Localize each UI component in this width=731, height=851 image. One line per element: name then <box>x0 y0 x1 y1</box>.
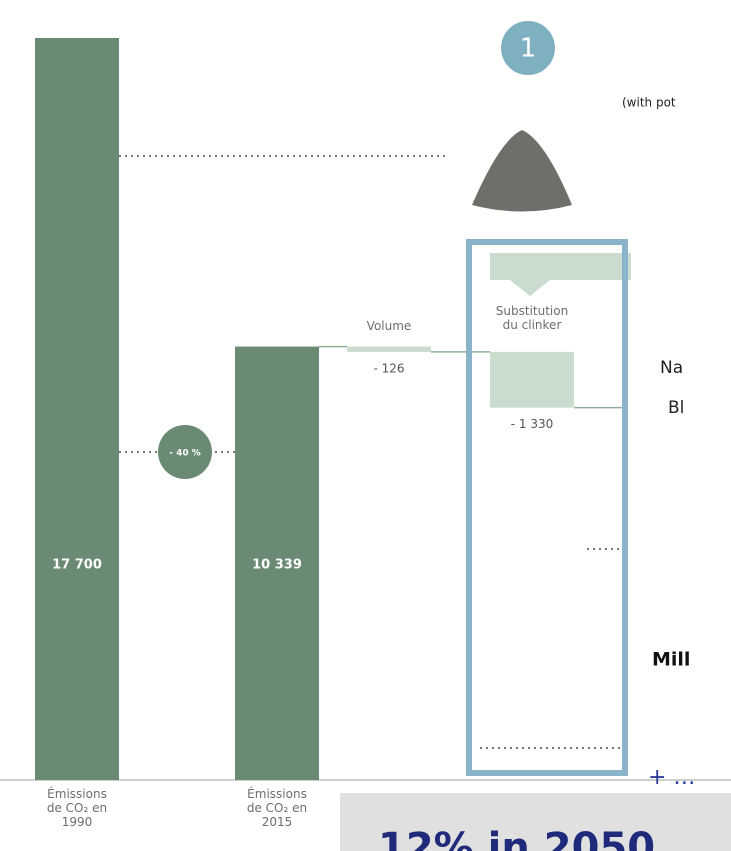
partial-bar <box>490 253 631 280</box>
value-label: - 126 <box>373 361 404 375</box>
step-badge-label: 1 <box>520 34 537 64</box>
bar <box>347 346 431 352</box>
category-label: Émissions de CO₂ en 2015 <box>246 787 308 829</box>
change-label: - 40 % <box>169 449 201 459</box>
side-text: Mill <box>652 649 690 671</box>
side-text: Na <box>660 358 683 378</box>
footer: 12% in 2050 <box>378 825 655 851</box>
bar <box>235 346 319 780</box>
change-badge <box>158 425 212 479</box>
step-badge <box>501 21 555 75</box>
category-label: Émissions de CO₂ en 1990 <box>46 787 108 829</box>
side-text: + … <box>648 765 695 790</box>
value-label: - 1 330 <box>511 417 554 431</box>
value-label: 17 700 <box>52 558 102 573</box>
highlight-frame <box>466 239 628 776</box>
category-label: Volume <box>366 318 412 333</box>
bar <box>35 38 119 780</box>
category-label: Substitution du clinker <box>495 303 569 332</box>
footer-box <box>340 793 731 851</box>
bar <box>490 351 574 408</box>
side-text: Bl <box>668 398 684 418</box>
value-label: 10 339 <box>252 558 302 573</box>
pointer <box>510 280 550 296</box>
side-text: (with pot <box>622 96 676 110</box>
cement-pile <box>472 130 572 212</box>
